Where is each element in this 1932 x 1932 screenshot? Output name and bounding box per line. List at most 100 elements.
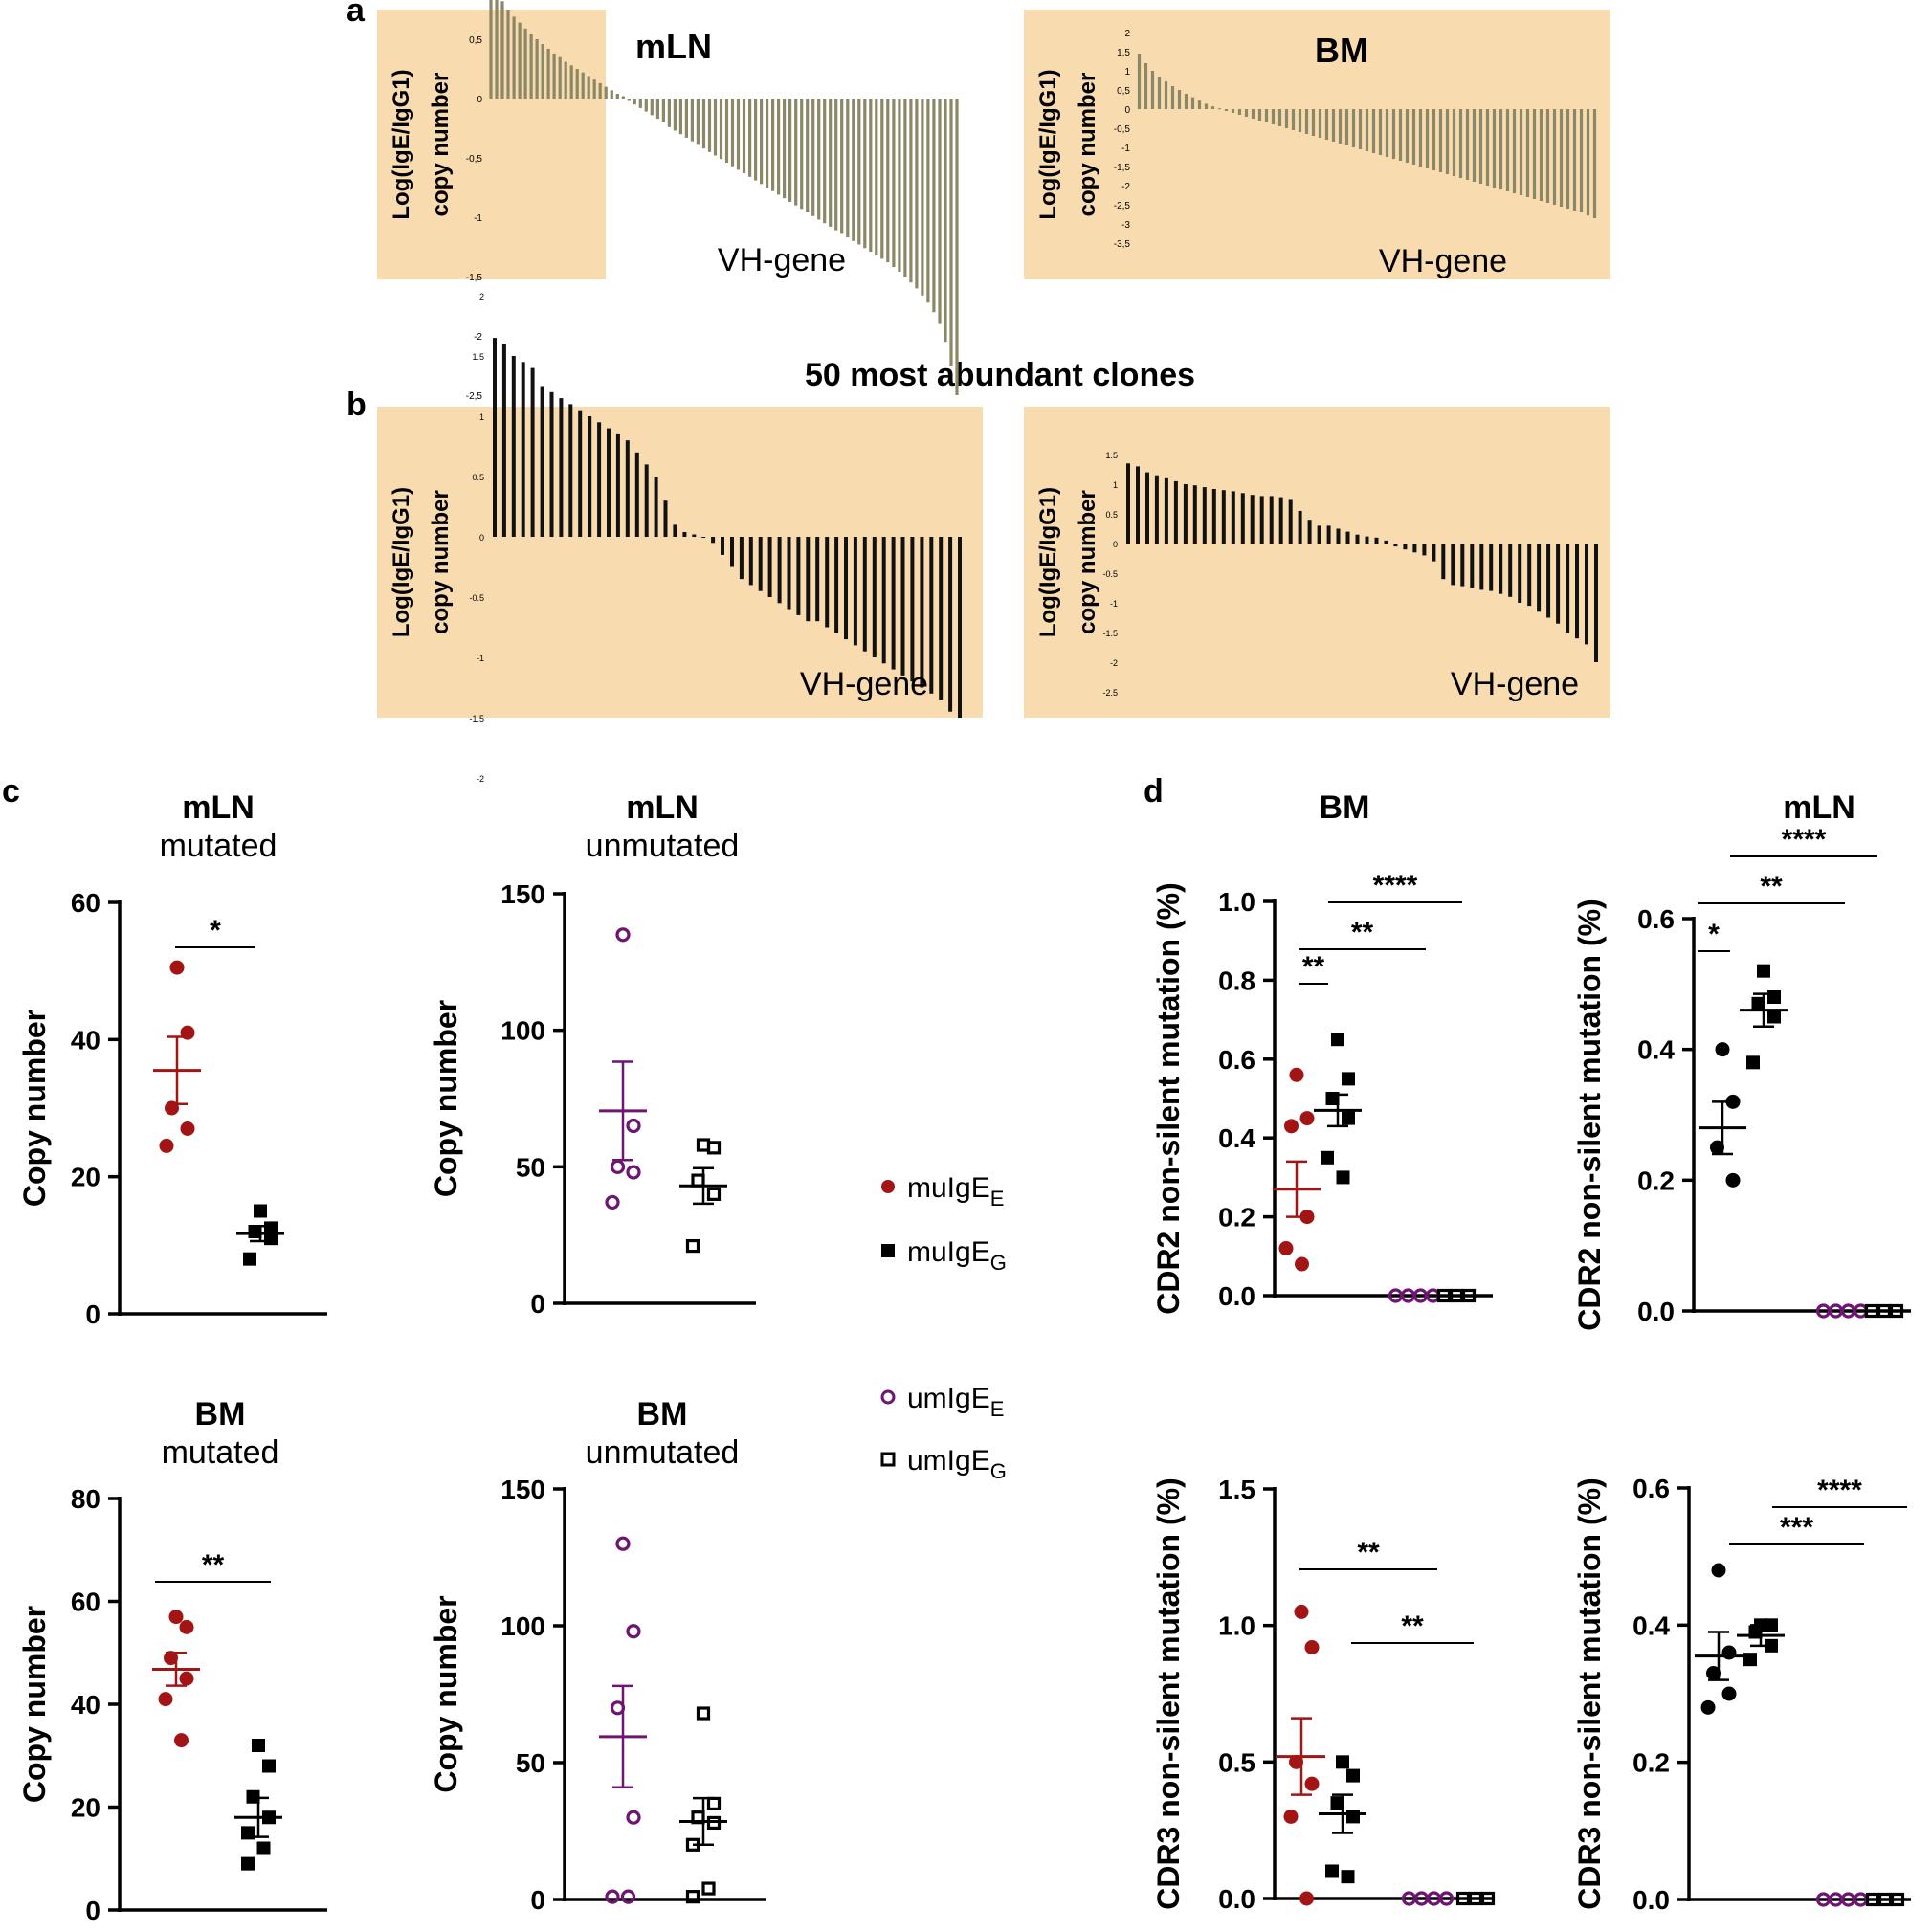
bar [932,99,936,313]
y-tick-label: 0.0 [1632,1885,1670,1915]
bar [1575,544,1579,639]
bar [1460,544,1465,587]
data-point [1461,1288,1477,1303]
significance-label: * [210,915,221,946]
y-tick-label: 0.5 [1105,510,1118,520]
data-point [685,1238,700,1254]
significance-label: **** [1782,824,1827,855]
data-point [1278,1241,1294,1256]
bar [1512,109,1517,193]
bar [634,452,639,537]
bar [678,99,682,135]
bar [955,99,959,395]
bar [1441,544,1446,580]
bar [661,99,665,122]
bar [742,99,746,174]
data-point [1711,1563,1726,1578]
data-point [1876,1303,1892,1319]
bar [501,344,506,537]
data-point [615,927,631,943]
bar [1170,86,1175,109]
y-tick-label: 0.5 [472,473,484,482]
y-axis-label: Log(IgE/IgG1) [389,487,414,637]
bar [1173,480,1178,544]
y-tick-label: -2 [1121,182,1130,192]
bar [1566,544,1570,633]
bar [846,99,850,238]
bar [862,537,867,652]
bar [1184,94,1188,109]
data-point [241,1856,255,1871]
data-point [256,1841,271,1855]
y-axis-label: Log(IgE/IgG1) [1035,69,1061,219]
data-point [1330,1796,1344,1810]
data-point [605,1889,620,1904]
y-tick-label: -2.5 [1102,688,1118,698]
significance-label: **** [1373,870,1418,901]
y-tick-label: 50 [516,1152,545,1182]
data-point [1449,1288,1464,1303]
bar [840,99,844,234]
legend-marker [881,1244,895,1257]
bar [1552,109,1557,205]
data-point [1346,1768,1360,1783]
bar [817,99,821,220]
bar [787,537,791,610]
y-tick-label: 0 [1113,540,1118,549]
data-point [1336,1755,1349,1769]
x-axis-label: VH-gene [800,666,928,702]
bar [696,99,700,145]
bar [692,534,697,537]
data-point [179,1619,194,1634]
bar [564,61,567,99]
bar [921,99,924,296]
x-axis-label: VH-gene [1451,666,1579,702]
bar [1594,544,1598,662]
legend-label-text: muIgE [907,1236,990,1268]
bar [1451,544,1455,586]
bar [796,537,801,615]
data-point [1480,1891,1496,1906]
data-point [1468,1891,1483,1906]
bar [891,537,896,670]
significance-label: ** [1401,1610,1424,1642]
bar [597,422,602,537]
y-tick-label: 0.6 [1637,904,1675,934]
bar [713,99,718,156]
legend-label: muIgEE [907,1172,1004,1210]
y-tick-label: 1.5 [1218,1475,1255,1504]
data-point [1455,1891,1471,1906]
bar [546,48,550,99]
y-axis-label: CDR3 non-silent mutation (%) [1572,1477,1607,1910]
legend-label: muIgEG [907,1236,1007,1275]
bar [1351,109,1356,147]
y-tick-label: -1 [474,213,482,224]
data-point [626,1165,641,1180]
bar [569,65,573,99]
data-point [1321,1150,1334,1165]
bar [701,99,706,149]
bar [806,99,810,212]
bar [588,416,592,537]
bar [1157,77,1162,109]
data-point [180,1121,195,1136]
bar [926,99,930,303]
bar [644,464,649,537]
bar [1518,544,1522,603]
bar [1257,109,1262,121]
chart-b-BM: 1.5 1 0.5 0 -0.5 -1 -1.5 -2 -2.5 Log(IgE/IgG1) cop… [1024,407,1610,718]
bar [615,433,620,537]
data-point [1889,1303,1904,1319]
data-point [262,1759,276,1773]
bar [1378,109,1383,155]
y-tick-label: 0.0 [1218,1281,1255,1311]
data-point [1865,1892,1880,1907]
bar [1391,109,1396,159]
bar [1508,544,1513,597]
y-tick-label: -0,5 [466,154,483,165]
data-point [158,1692,173,1707]
data-point [1743,1653,1757,1667]
y-axis-label: Copy number [429,1000,463,1197]
y-tick-label: -2 [1110,658,1118,668]
